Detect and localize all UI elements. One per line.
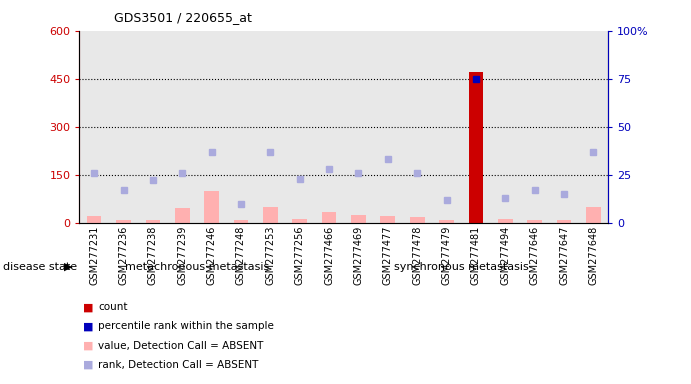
Text: value, Detection Call = ABSENT: value, Detection Call = ABSENT [98,341,263,351]
Bar [175,208,189,223]
Bar [108,31,138,223]
Bar [432,31,461,223]
Bar [322,212,337,223]
Bar [498,219,513,223]
Text: rank, Detection Call = ABSENT: rank, Detection Call = ABSENT [98,360,258,370]
Text: ▶: ▶ [64,262,73,272]
Bar [373,31,402,223]
Text: ■: ■ [83,360,93,370]
Bar [138,31,167,223]
Bar [520,31,549,223]
Bar [146,220,160,223]
Bar [549,31,578,223]
Text: percentile rank within the sample: percentile rank within the sample [98,321,274,331]
Bar [234,220,248,223]
Bar [314,31,343,223]
Bar [343,31,373,223]
Bar [461,31,491,223]
Text: disease state: disease state [3,262,77,272]
Text: ■: ■ [83,341,93,351]
Text: GDS3501 / 220655_at: GDS3501 / 220655_at [114,12,252,25]
Bar [410,217,424,223]
Bar [586,207,600,223]
Bar [381,216,395,223]
Bar [351,215,366,223]
Bar [167,31,197,223]
Bar [87,216,102,223]
Bar [468,72,483,223]
Bar [263,207,278,223]
Bar [226,31,256,223]
Bar [527,220,542,223]
Bar [205,191,219,223]
Text: synchronous metastasis: synchronous metastasis [394,262,529,272]
Bar [557,220,571,223]
Bar [116,220,131,223]
Bar [491,31,520,223]
Bar [292,219,307,223]
Text: ■: ■ [83,302,93,312]
Bar [197,31,226,223]
Text: metachronous metastasis: metachronous metastasis [125,262,269,272]
Text: count: count [98,302,128,312]
Bar [578,31,608,223]
Text: ■: ■ [83,321,93,331]
Bar [285,31,314,223]
Bar [439,220,454,223]
Bar [402,31,432,223]
Bar [256,31,285,223]
Bar [79,31,108,223]
